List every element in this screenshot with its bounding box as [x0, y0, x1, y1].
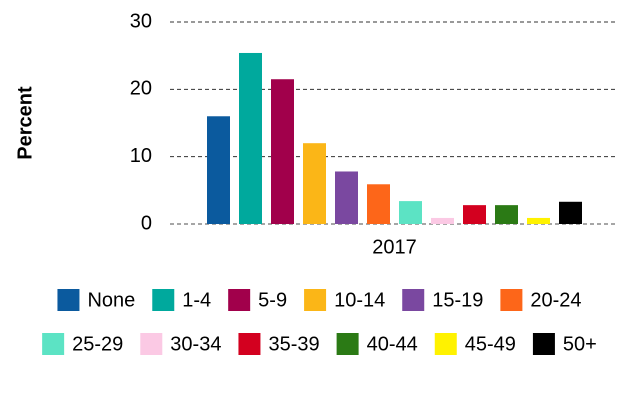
legend-swatch — [238, 333, 261, 355]
bar — [495, 205, 518, 224]
legend-label: 45-49 — [465, 333, 516, 355]
bar — [271, 79, 294, 224]
bar — [527, 217, 550, 224]
legend-label: 1-4 — [182, 289, 211, 311]
legend-label: 25-29 — [72, 333, 123, 355]
legend-label: None — [87, 289, 135, 311]
legend-swatch — [532, 333, 555, 355]
legend-swatch — [434, 333, 457, 355]
legend-swatch — [336, 333, 359, 355]
legend-label: 10-14 — [334, 289, 385, 311]
bar — [559, 201, 582, 224]
legend-swatch — [228, 289, 251, 311]
legend-label: 40-44 — [367, 333, 418, 355]
bar — [399, 201, 422, 224]
legend-label: 50+ — [563, 333, 597, 355]
bar — [367, 184, 390, 224]
bar — [335, 171, 358, 224]
legend-swatch — [500, 289, 523, 311]
legend-swatch — [304, 289, 327, 311]
legend-label: 30-34 — [170, 333, 221, 355]
x-tick-label: 2017 — [372, 236, 417, 258]
y-tick-label: 10 — [130, 145, 152, 167]
bar — [239, 52, 262, 225]
legend-label: 20-24 — [530, 289, 581, 311]
y-tick-label: 20 — [130, 78, 152, 100]
y-tick-label: 0 — [141, 212, 152, 234]
bar — [303, 143, 326, 224]
bar — [431, 217, 454, 224]
legend-swatch — [140, 333, 163, 355]
bar — [207, 116, 230, 224]
legend-swatch — [152, 289, 175, 311]
y-tick-label: 30 — [130, 10, 152, 32]
legend-swatch — [57, 289, 80, 311]
bar — [463, 205, 486, 224]
legend-label: 15-19 — [432, 289, 483, 311]
legend-label: 35-39 — [268, 333, 319, 355]
legend-swatch — [402, 289, 425, 311]
y-axis-label: Percent — [14, 86, 36, 160]
legend-swatch — [42, 333, 65, 355]
legend-label: 5-9 — [258, 289, 287, 311]
